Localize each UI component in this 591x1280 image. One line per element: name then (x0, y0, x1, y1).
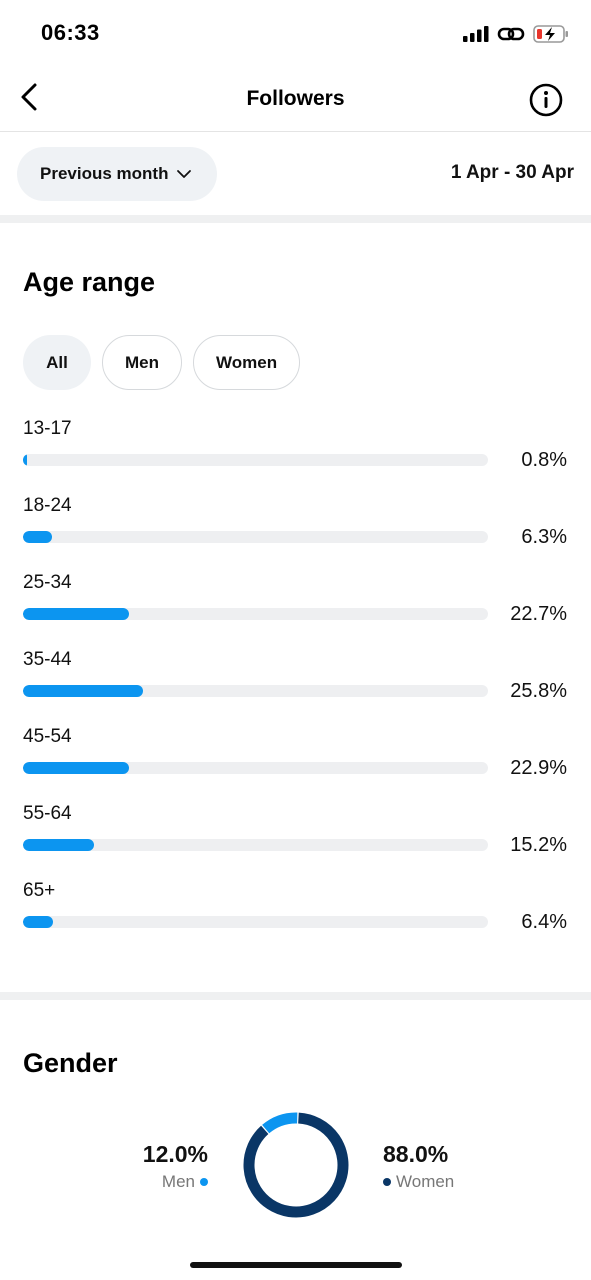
age-label: 35-44 (23, 649, 72, 670)
bar-track (23, 839, 488, 851)
info-icon (529, 83, 563, 121)
bar-fill (23, 608, 129, 620)
age-filter-tabs: All Men Women (23, 335, 301, 390)
gender-donut (243, 1112, 349, 1218)
women-label: Women (396, 1172, 455, 1191)
age-row: 55-64 15.2% (23, 803, 571, 880)
age-label: 45-54 (23, 726, 72, 747)
bar-fill (23, 916, 53, 928)
home-indicator (190, 1262, 402, 1268)
age-percent: 22.7% (510, 603, 567, 625)
bar-track (23, 762, 488, 774)
tab-women[interactable]: Women (193, 335, 301, 390)
signal-icon (463, 26, 489, 47)
men-legend-dot (200, 1178, 208, 1186)
bar-fill (23, 762, 130, 774)
age-label: 25-34 (23, 572, 72, 593)
age-range-title: Age range (23, 267, 156, 297)
date-range: 1 Apr - 30 Apr (450, 162, 574, 183)
gender-title: Gender (23, 1048, 118, 1078)
age-percent: 15.2% (510, 834, 567, 856)
bar-fill (23, 839, 94, 851)
bar-fill (23, 531, 53, 543)
women-slice (243, 1112, 349, 1218)
chevron-down-icon (176, 169, 192, 179)
info-button[interactable] (529, 83, 563, 117)
age-row: 13-17 0.8% (23, 418, 571, 495)
section-divider (0, 992, 591, 1000)
age-row: 35-44 25.8% (23, 649, 571, 726)
men-percent: 12.0% (142, 1141, 208, 1167)
men-label: Men (161, 1172, 195, 1191)
bar-track (23, 531, 488, 543)
age-range-chart: 13-17 0.8% 18-24 6.3% 25-34 22.7% 35-44 … (23, 418, 571, 957)
age-label: 65+ (23, 880, 56, 901)
bar-track (23, 608, 488, 620)
men-summary: 12.0% Men (143, 1141, 208, 1192)
age-row: 25-34 22.7% (23, 572, 571, 649)
age-percent: 25.8% (510, 680, 567, 702)
gender-chart: 12.0% Men 88.0% Women (0, 1100, 591, 1230)
period-dropdown[interactable]: Previous month (17, 147, 217, 201)
section-divider (0, 215, 591, 223)
tab-all[interactable]: All (23, 335, 91, 390)
filter-row: Previous month 1 Apr - 30 Apr (0, 133, 591, 215)
age-row: 45-54 22.9% (23, 726, 571, 803)
bar-track (23, 916, 488, 928)
bar-track (23, 685, 488, 697)
age-percent: 6.4% (521, 911, 567, 933)
age-label: 13-17 (23, 418, 72, 439)
age-percent: 22.9% (510, 757, 567, 779)
nav-bar: Followers (0, 70, 591, 132)
women-legend-dot (383, 1178, 391, 1186)
chevron-left-icon (19, 82, 39, 117)
age-percent: 0.8% (521, 449, 567, 471)
age-label: 55-64 (23, 803, 72, 824)
women-summary: 88.0% Women (383, 1141, 454, 1192)
link-icon (497, 24, 525, 49)
status-time: 06:33 (41, 20, 100, 45)
status-bar: 06:33 (0, 0, 591, 70)
bar-fill (23, 454, 27, 466)
status-icons (463, 24, 569, 49)
age-row: 65+ 6.4% (23, 880, 571, 957)
period-label: Previous month (40, 164, 169, 183)
tab-men[interactable]: Men (102, 335, 182, 390)
age-label: 18-24 (23, 495, 72, 516)
page-title: Followers (246, 87, 345, 110)
age-percent: 6.3% (521, 526, 567, 548)
men-slice (262, 1112, 298, 1134)
battery-icon (533, 24, 569, 49)
age-row: 18-24 6.3% (23, 495, 571, 572)
women-percent: 88.0% (383, 1141, 449, 1167)
bar-fill (23, 685, 143, 697)
back-button[interactable] (14, 82, 44, 116)
bar-track (23, 454, 488, 466)
